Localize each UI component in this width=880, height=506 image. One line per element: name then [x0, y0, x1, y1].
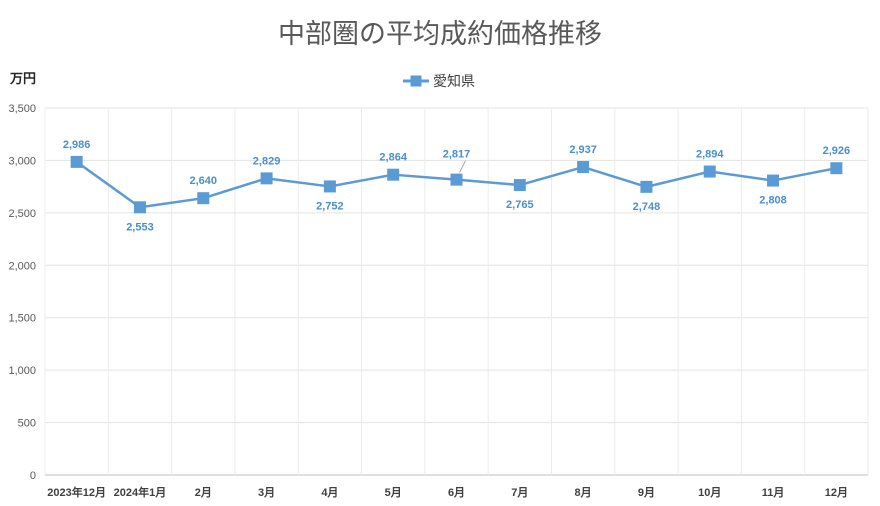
data-label: 2,640	[190, 175, 218, 187]
y-tick-label: 2,500	[8, 208, 36, 220]
data-point-marker	[577, 161, 590, 174]
data-label: 2,817	[443, 149, 471, 161]
data-point-marker	[767, 174, 780, 187]
x-tick-label: 4月	[321, 486, 338, 499]
y-tick-label: 3,000	[8, 155, 36, 167]
data-point-marker	[323, 180, 336, 193]
data-label: 2,864	[379, 152, 407, 164]
data-point-marker	[450, 173, 463, 186]
y-tick-label: 500	[18, 418, 36, 430]
y-tick-label: 0	[30, 470, 36, 482]
data-point-marker	[703, 165, 716, 178]
x-tick-label: 11月	[762, 486, 785, 499]
data-point-marker	[387, 168, 400, 181]
x-tick-label: 3月	[258, 486, 275, 499]
x-tick-label: 2024年1月	[114, 485, 167, 499]
data-point-marker	[197, 192, 210, 205]
legend: 愛知県	[403, 73, 475, 90]
data-point-marker	[830, 162, 843, 175]
data-label: 2,986	[63, 139, 91, 151]
data-label: 2,894	[696, 149, 724, 161]
data-point-marker	[513, 179, 526, 192]
data-point-marker	[133, 201, 146, 214]
data-label: 2,937	[569, 144, 597, 156]
data-label: 2,765	[506, 199, 534, 211]
x-tick-label: 7月	[511, 486, 528, 499]
data-point-marker	[640, 180, 653, 193]
y-axis-unit-label: 万円	[9, 72, 36, 87]
x-tick-label: 12月	[825, 486, 848, 499]
data-label: 2,926	[823, 145, 851, 157]
y-axis-ticks: 0 500 1,000 1,500 2,000 2,500 3,000 3,500	[8, 103, 36, 482]
x-tick-label: 5月	[385, 486, 402, 499]
data-label: 2,808	[759, 195, 787, 207]
y-tick-label: 2,000	[8, 260, 36, 272]
y-tick-label: 1,000	[8, 365, 36, 377]
data-label-leader	[459, 160, 466, 173]
data-label: 2,748	[633, 201, 661, 213]
gridlines	[44, 107, 869, 476]
x-tick-label: 6月	[448, 486, 465, 499]
data-labels: 2,986 2,553 2,640 2,829 2,752 2,864 2,817 2,765…	[63, 139, 850, 233]
data-label: 2,553	[126, 221, 154, 233]
legend-marker-swatch	[410, 75, 422, 87]
x-axis-ticks: 2023年12月 2024年1月 2月 3月 4月 5月 6月 7月 8月 9月 10月 11月 12月	[47, 485, 848, 499]
y-tick-label: 3,500	[8, 103, 36, 115]
x-tick-label: 8月	[575, 486, 592, 499]
legend-label: 愛知県	[433, 73, 475, 90]
y-tick-label: 1,500	[8, 313, 36, 325]
x-tick-label: 10月	[698, 486, 721, 499]
x-tick-label: 9月	[638, 486, 655, 499]
data-label: 2,752	[316, 200, 344, 212]
data-point-marker	[260, 172, 273, 185]
x-tick-label: 2月	[195, 486, 212, 499]
data-label: 2,829	[253, 155, 281, 167]
x-tick-label: 2023年12月	[47, 485, 106, 499]
series-aichi	[70, 155, 843, 214]
data-point-marker	[70, 155, 83, 168]
chart-title: 中部圏の平均成約価格推移	[278, 19, 602, 50]
